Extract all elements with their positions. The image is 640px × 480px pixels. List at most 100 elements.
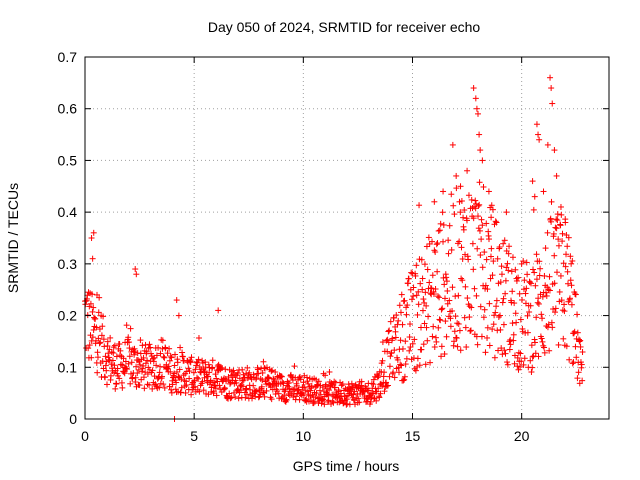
data-point [397,361,404,368]
data-point [131,349,138,356]
data-point [413,292,420,299]
data-point [520,361,527,368]
data-point [448,191,455,198]
data-point [153,362,160,369]
data-point [165,363,172,370]
data-point [563,343,570,350]
data-point [144,381,151,388]
data-point [484,334,491,341]
data-point [102,362,109,369]
data-point [174,359,181,366]
data-point [562,263,569,270]
data-point [429,238,436,245]
data-point [468,196,475,203]
data-point [492,218,499,225]
data-point [491,354,498,361]
data-point [133,271,140,278]
data-point [485,188,492,195]
data-point [168,386,175,393]
data-point [533,276,540,283]
data-point [201,368,208,375]
data-point [453,185,460,192]
data-point [548,218,555,225]
data-point [157,350,164,357]
data-point [142,360,149,367]
data-point [408,269,415,276]
data-point [513,319,520,326]
data-point [549,100,556,107]
data-point [424,266,431,273]
data-point [514,354,521,361]
data-point [103,367,110,374]
data-point [322,372,329,379]
data-point [504,260,511,267]
data-point [105,350,112,357]
data-point [523,285,530,292]
data-point [487,275,494,282]
data-point [478,333,485,340]
data-point [532,282,539,289]
data-point [391,347,398,354]
data-point [502,277,509,284]
data-point [522,290,529,297]
data-point [120,355,127,362]
data-point [544,141,551,148]
data-point [473,333,480,340]
data-point [322,381,329,388]
data-point [144,357,151,364]
data-point [135,366,142,373]
data-point [367,398,374,405]
data-point [441,281,448,288]
data-point [385,339,392,346]
data-point [288,373,295,380]
data-point [567,253,574,260]
plot-frame [84,56,610,420]
data-point [194,374,201,381]
data-point [194,359,201,366]
data-point [571,328,578,335]
data-point [462,283,469,290]
data-point [524,329,531,336]
data-point [185,365,192,372]
data-point [385,382,392,389]
data-point [546,273,553,280]
data-point [500,321,507,328]
data-point [533,121,540,128]
data-point [417,280,424,287]
data-point [535,353,542,360]
data-point [375,385,382,392]
data-point [511,300,518,307]
data-point [285,379,292,386]
data-point [397,337,404,344]
data-point [210,388,217,395]
data-point [419,286,426,293]
y-tick-label: 0.6 [58,101,78,117]
data-point [440,221,447,228]
data-point [168,389,175,396]
data-point [127,380,134,387]
data-point [121,370,128,377]
data-point [104,381,111,388]
data-point [137,350,144,357]
data-point [234,370,241,377]
data-point [94,369,101,376]
data-point [397,309,404,316]
data-point [117,347,124,354]
data-point [502,350,509,357]
data-point [413,262,420,269]
data-point [219,365,226,372]
data-point [389,335,396,342]
data-point [437,317,444,324]
data-point [436,316,443,323]
data-point [137,361,144,368]
data-point [481,249,488,256]
data-point [538,335,545,342]
data-point [379,339,386,346]
data-point [569,360,576,367]
data-point [279,379,286,386]
data-point [258,383,265,390]
data-point [441,295,448,302]
data-point [383,379,390,386]
data-point [497,312,504,319]
data-point [501,237,508,244]
